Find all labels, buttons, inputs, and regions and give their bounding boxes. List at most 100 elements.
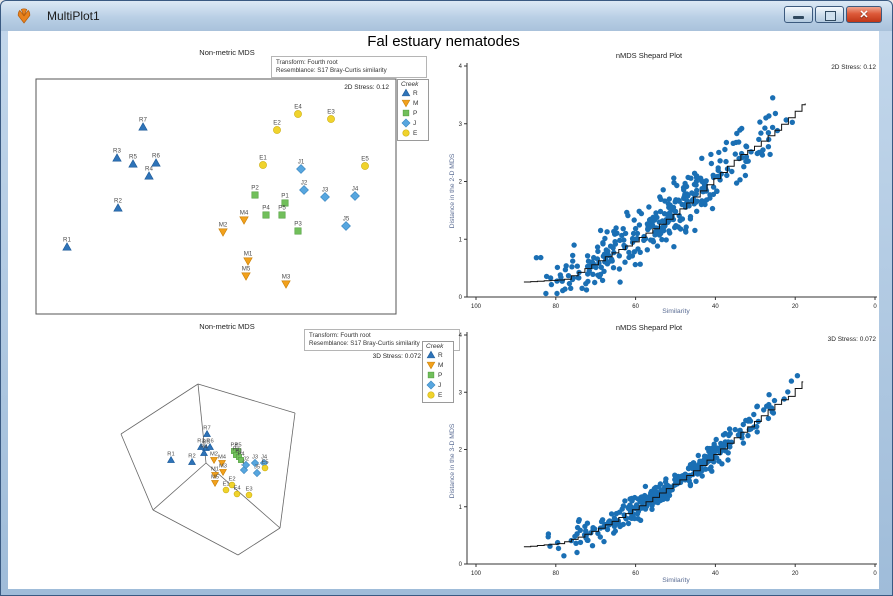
shepard-dot — [630, 230, 637, 237]
sample-point-P4[interactable] — [262, 211, 270, 219]
sample-point-M5[interactable] — [241, 272, 251, 281]
shepard-dot — [626, 504, 632, 510]
shepard-2d-title: nMDS Shepard Plot — [615, 51, 683, 60]
sample-label-J4: J4 — [261, 454, 268, 460]
sample-point-R7[interactable] — [203, 429, 211, 437]
minimize-button[interactable] — [784, 6, 813, 23]
shepard-dot — [676, 213, 682, 219]
shepard-dot — [603, 253, 609, 259]
y-tick-label: 3 — [459, 122, 463, 128]
sample-point-E1[interactable] — [259, 161, 267, 169]
sample-point-J5[interactable] — [341, 221, 351, 231]
sample-point-R1[interactable] — [167, 455, 175, 463]
sample-point-E5[interactable] — [361, 162, 369, 170]
shepard-dot — [583, 281, 589, 287]
sample-point-R6[interactable] — [151, 158, 161, 167]
sample-label-J3: J3 — [322, 187, 329, 194]
shepard-dot — [677, 217, 683, 224]
sample-point-J3[interactable] — [320, 192, 330, 202]
sample-point-P3[interactable] — [294, 227, 302, 235]
sample-point-M3[interactable] — [281, 280, 291, 289]
sample-point-J4[interactable] — [350, 191, 360, 201]
sample-point-J5[interactable] — [252, 468, 262, 478]
shepard-dot — [675, 224, 681, 230]
shepard-dot — [761, 407, 767, 413]
sample-point-E2[interactable] — [228, 481, 236, 489]
sample-point-M4[interactable] — [218, 460, 226, 468]
shepard-dot — [709, 468, 715, 474]
title-bar[interactable]: MultiPlot1 ✕ — [1, 1, 892, 31]
shepard-dot — [570, 252, 576, 259]
sample-point-R6[interactable] — [206, 442, 214, 450]
shepard-dot — [603, 259, 609, 265]
sample-point-M4[interactable] — [239, 216, 249, 225]
shepard-dot — [723, 158, 729, 165]
shepard-dot — [589, 543, 596, 549]
shepard-dot — [566, 280, 573, 287]
sample-point-J2[interactable] — [299, 185, 309, 195]
shepard-dot — [767, 151, 773, 158]
sample-point-P1[interactable] — [281, 199, 289, 207]
sample-point-E5[interactable] — [261, 464, 269, 472]
sample-point-M2[interactable] — [210, 457, 218, 465]
sample-point-R4[interactable] — [144, 171, 154, 180]
shepard-dot — [595, 248, 601, 255]
sample-point-E4[interactable] — [294, 110, 302, 118]
sample-point-R7[interactable] — [138, 122, 148, 131]
mds-2d-canvas[interactable]: R1 R2 R3 R4 R5 R6 R7 M1 M2 M3 M4 M5 P1 P2 P3 P4 P5 J1 J2 J3… — [29, 45, 456, 319]
shepard-dot — [725, 457, 731, 463]
sample-point-R5[interactable] — [128, 159, 138, 168]
shepard-dot — [785, 389, 791, 395]
sample-point-J1[interactable] — [296, 164, 306, 174]
shepard-dot — [737, 177, 743, 183]
shepard-dot — [666, 228, 672, 234]
shepard-dot — [741, 164, 747, 170]
cube-edge — [279, 412, 296, 529]
sample-point-R3[interactable] — [197, 442, 205, 450]
sample-point-R2[interactable] — [188, 457, 196, 465]
sample-point-M5[interactable] — [211, 480, 219, 488]
primer-shell-icon[interactable] — [15, 7, 33, 25]
sample-point-R3[interactable] — [112, 153, 122, 162]
shepard-dot — [637, 249, 643, 255]
sample-point-R1[interactable] — [62, 242, 72, 251]
shepard-dot — [637, 261, 643, 267]
sample-point-P5[interactable] — [278, 211, 286, 219]
shepard-2d-canvas[interactable]: 0 1 2 3 4 100 80 60 40 20 0 — [456, 45, 879, 321]
close-button[interactable]: ✕ — [846, 6, 882, 23]
sample-point-P2[interactable] — [251, 191, 259, 199]
sample-point-E4[interactable] — [233, 490, 241, 498]
sample-point-E3[interactable] — [245, 491, 253, 499]
shepard-3d-ylabel: Distance in the 3-D MDS — [449, 423, 456, 499]
sample-point-R4[interactable] — [200, 448, 208, 456]
sample-point-M1[interactable] — [243, 257, 253, 266]
shepard-3d-canvas[interactable]: 0 1 2 3 4 100 80 60 40 20 0 — [456, 316, 879, 589]
sample-point-R2[interactable] — [113, 203, 123, 212]
sample-point-M3[interactable] — [219, 469, 227, 477]
sample-point-E3[interactable] — [327, 115, 335, 123]
shepard-dot — [667, 209, 673, 216]
shepard-dot — [766, 113, 772, 119]
shepard-dot — [612, 528, 618, 534]
sample-point-P4[interactable] — [238, 457, 244, 463]
sample-label-R3: R3 — [197, 438, 204, 444]
shepard-dot — [693, 468, 699, 475]
shepard-dot — [740, 440, 747, 446]
shepard-dot — [688, 461, 695, 468]
mds-3d-canvas[interactable]: R1R2R3R5R6R4R7M2M4M1M5M3P3P5P2P1P4J1J2J3… — [29, 321, 456, 589]
sample-point-M1[interactable] — [211, 472, 219, 480]
sample-point-M2[interactable] — [218, 228, 228, 237]
shepard-dot — [625, 520, 632, 527]
sample-point-E1[interactable] — [222, 486, 230, 494]
sample-label-R5: R5 — [202, 439, 209, 445]
sample-point-J2[interactable] — [241, 460, 251, 470]
shepard-dot — [657, 208, 664, 215]
sample-point-E2[interactable] — [273, 126, 281, 134]
legend-item-M: M — [401, 98, 425, 108]
sample-point-J3[interactable] — [250, 458, 260, 468]
maximize-button[interactable] — [815, 6, 844, 23]
shepard-dot — [688, 175, 694, 181]
shepard-dot — [616, 266, 623, 272]
